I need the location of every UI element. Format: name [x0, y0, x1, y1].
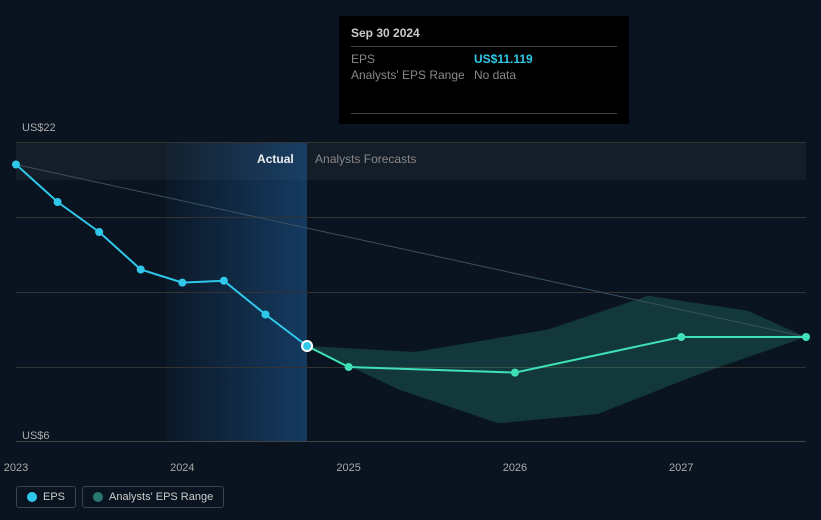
- divider: [351, 113, 617, 114]
- actual-line: [16, 165, 307, 347]
- y-axis-max-label: US$22: [22, 122, 56, 134]
- forecast-marker[interactable]: [511, 369, 519, 377]
- tooltip-row: Analysts' EPS Range No data: [351, 67, 617, 83]
- x-axis-tick-label: 2023: [4, 462, 28, 474]
- legend-swatch-icon: [93, 492, 103, 502]
- actual-marker[interactable]: [137, 266, 145, 274]
- tooltip-row-label: Analysts' EPS Range: [351, 68, 466, 82]
- legend-label: EPS: [43, 491, 65, 503]
- legend-item[interactable]: EPS: [16, 486, 76, 508]
- hover-tooltip: Sep 30 2024 EPSUS$11.119Analysts' EPS Ra…: [339, 16, 629, 124]
- legend-swatch-icon: [27, 492, 37, 502]
- x-axis-line: [16, 441, 806, 442]
- forecast-marker[interactable]: [345, 363, 353, 371]
- actual-marker[interactable]: [12, 161, 20, 169]
- trend-line: [16, 165, 806, 338]
- forecast-range-area: [307, 296, 806, 424]
- actual-marker[interactable]: [95, 228, 103, 236]
- eps-chart: US$22 US$6 Actual Analysts Forecasts 202…: [16, 124, 806, 464]
- tooltip-date: Sep 30 2024: [351, 26, 617, 40]
- highlight-marker[interactable]: [302, 341, 312, 351]
- tooltip-row-value: US$11.119: [474, 52, 533, 66]
- tooltip-row: EPS US$11.119: [351, 51, 617, 67]
- legend-label: Analysts' EPS Range: [109, 491, 213, 503]
- actual-marker[interactable]: [178, 279, 186, 287]
- x-axis-tick-label: 2025: [336, 462, 360, 474]
- tooltip-row-label: EPS: [351, 52, 466, 66]
- forecast-marker[interactable]: [677, 333, 685, 341]
- legend-item[interactable]: Analysts' EPS Range: [82, 486, 224, 508]
- actual-marker[interactable]: [220, 277, 228, 285]
- x-axis-tick-label: 2024: [170, 462, 194, 474]
- divider: [351, 46, 617, 47]
- x-axis-tick-label: 2027: [669, 462, 693, 474]
- forecast-marker[interactable]: [802, 333, 810, 341]
- chart-legend: EPS Analysts' EPS Range: [16, 486, 224, 508]
- chart-plot-area[interactable]: [16, 142, 806, 442]
- x-axis-tick-label: 2026: [503, 462, 527, 474]
- tooltip-row-value: No data: [474, 68, 516, 82]
- actual-marker[interactable]: [261, 311, 269, 319]
- actual-marker[interactable]: [54, 198, 62, 206]
